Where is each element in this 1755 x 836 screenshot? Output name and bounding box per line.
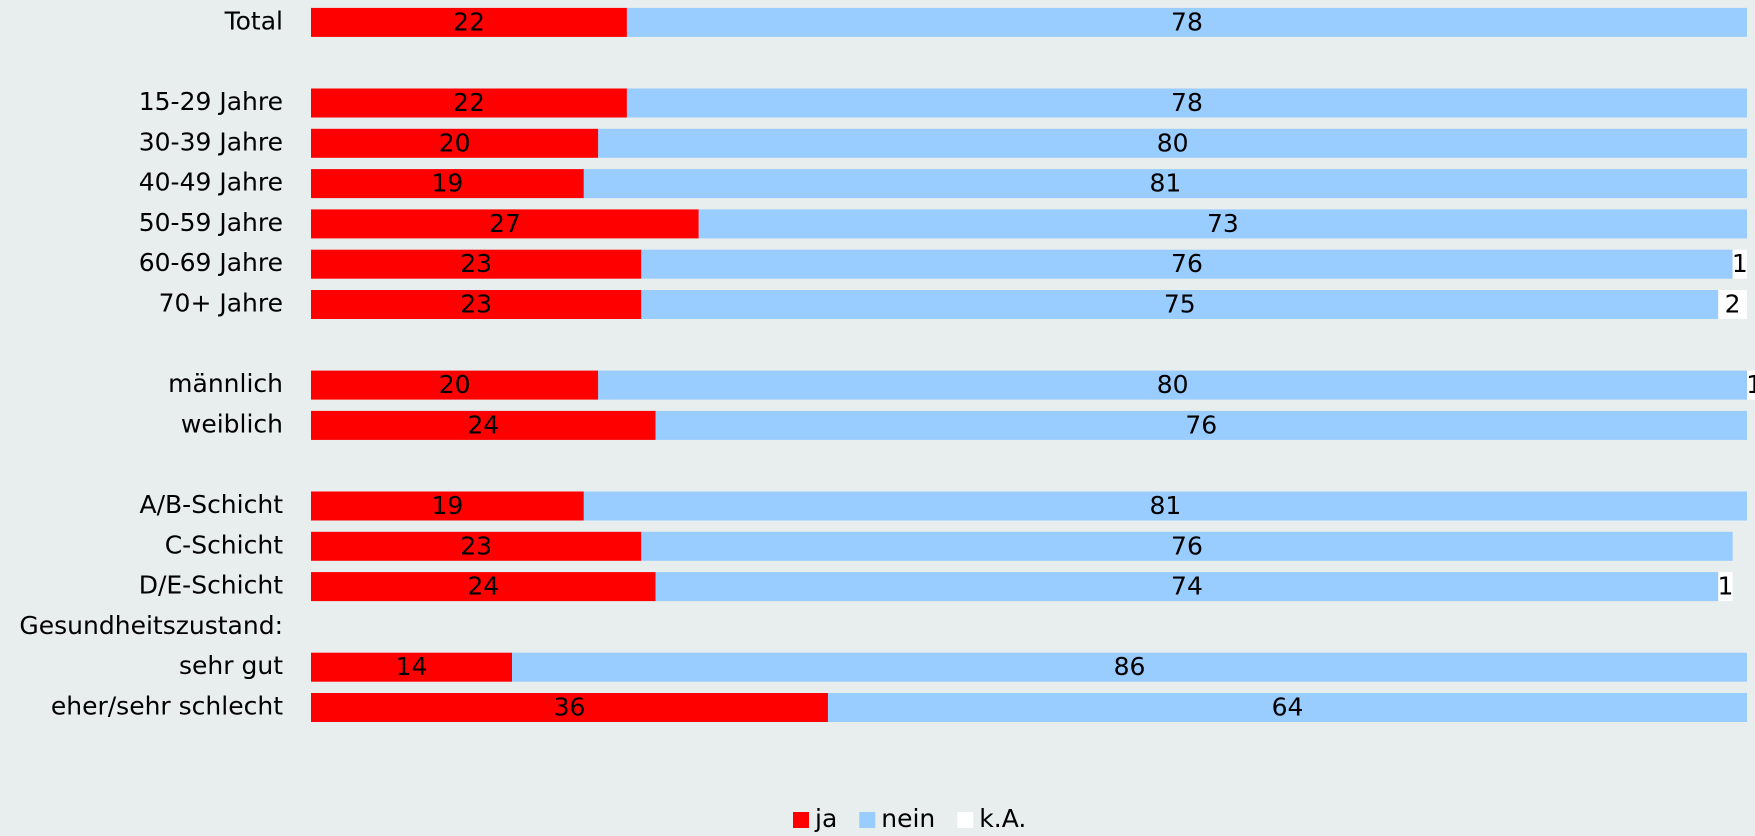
data-label: 81 <box>1150 491 1182 520</box>
bar-segment <box>655 410 1747 440</box>
y-tick-label: männlich <box>168 369 283 398</box>
bar-segment <box>311 128 599 158</box>
y-tick-label: 60-69 Jahre <box>139 248 283 277</box>
bar-segment <box>1732 249 1747 279</box>
legend-item: k.A. <box>957 804 1026 833</box>
bar-segment <box>626 7 1748 37</box>
data-label: 27 <box>489 209 521 238</box>
bar-segment <box>598 128 1748 158</box>
bar-segment <box>311 491 584 521</box>
bar-segment <box>1718 572 1733 602</box>
data-label: 80 <box>1157 128 1189 157</box>
data-label: 78 <box>1171 7 1203 36</box>
y-tick-label: A/B-Schicht <box>140 490 284 519</box>
y-tick-label: 50-59 Jahre <box>139 208 283 237</box>
legend-item: nein <box>859 804 935 833</box>
bar-segment <box>311 169 584 199</box>
bar-segment <box>1747 370 1755 400</box>
data-label: 73 <box>1207 209 1239 238</box>
data-label: 23 <box>460 531 492 560</box>
data-label: 86 <box>1114 652 1146 681</box>
legend-swatch <box>859 812 876 828</box>
data-label: 24 <box>467 572 499 601</box>
bar-segment <box>827 693 1747 722</box>
data-label: 24 <box>467 410 499 439</box>
bar-segment <box>311 370 599 400</box>
y-tick-label: weiblich <box>181 409 283 438</box>
bar-segment <box>1718 290 1747 319</box>
bar-segment <box>641 290 1719 319</box>
data-label: 20 <box>439 370 471 399</box>
data-label: 2 <box>1725 290 1741 319</box>
bar-segment <box>655 572 1719 602</box>
legend-label: k.A. <box>979 804 1026 833</box>
bar-segment <box>311 88 627 118</box>
data-label: 36 <box>554 693 586 722</box>
bar-segment <box>583 169 1747 199</box>
data-label: 64 <box>1272 693 1304 722</box>
y-tick-label: 40-49 Jahre <box>139 168 283 197</box>
legend-item: ja <box>793 804 837 833</box>
data-label: 23 <box>460 249 492 278</box>
data-label: 75 <box>1164 290 1196 319</box>
data-label: 14 <box>396 652 428 681</box>
y-tick-label: C-Schicht <box>165 530 283 559</box>
bar-segment <box>311 693 828 722</box>
data-label: 22 <box>453 7 485 36</box>
data-label: 1 <box>1746 370 1755 399</box>
data-label: 78 <box>1171 88 1203 117</box>
data-label: 22 <box>453 88 485 117</box>
bar-segment <box>641 249 1733 279</box>
data-label: 1 <box>1718 572 1734 601</box>
data-label: 76 <box>1171 249 1203 278</box>
bar-segment <box>698 209 1747 239</box>
bar-segment <box>598 370 1748 400</box>
bar-segment <box>512 652 1747 682</box>
y-tick-label: Gesundheitszustand: <box>19 611 283 640</box>
data-label: 23 <box>460 290 492 319</box>
data-label: 80 <box>1157 370 1189 399</box>
data-label: 19 <box>432 491 464 520</box>
data-label: 76 <box>1185 410 1217 439</box>
bar-segment <box>583 491 1747 521</box>
bar-segment <box>311 572 656 602</box>
data-label: 81 <box>1150 169 1182 198</box>
bar-segment <box>311 410 656 440</box>
legend-label: nein <box>881 804 935 833</box>
y-tick-label: Total <box>224 6 283 35</box>
y-tick-label: 15-29 Jahre <box>139 87 283 116</box>
data-label: 1 <box>1732 249 1748 278</box>
y-tick-label: eher/sehr schlecht <box>51 692 283 721</box>
data-label: 76 <box>1171 531 1203 560</box>
y-tick-label: 70+ Jahre <box>159 289 283 318</box>
bar-segment <box>641 531 1733 561</box>
data-label: 74 <box>1171 572 1203 601</box>
bar-segment <box>626 88 1748 118</box>
legend-label: ja <box>814 804 837 833</box>
data-label: 20 <box>439 128 471 157</box>
bar-segment <box>311 531 642 561</box>
y-tick-label: D/E-Schicht <box>139 571 283 600</box>
data-label: 19 <box>432 169 464 198</box>
bar-segment <box>311 249 642 279</box>
legend-swatch <box>957 812 974 828</box>
bar-segment <box>311 209 699 239</box>
bar-segment <box>311 7 627 37</box>
bar-segment <box>311 652 513 682</box>
bar-segment <box>311 290 642 319</box>
y-tick-label: sehr gut <box>179 651 283 680</box>
legend-swatch <box>793 812 809 828</box>
y-tick-label: 30-39 Jahre <box>139 127 283 156</box>
